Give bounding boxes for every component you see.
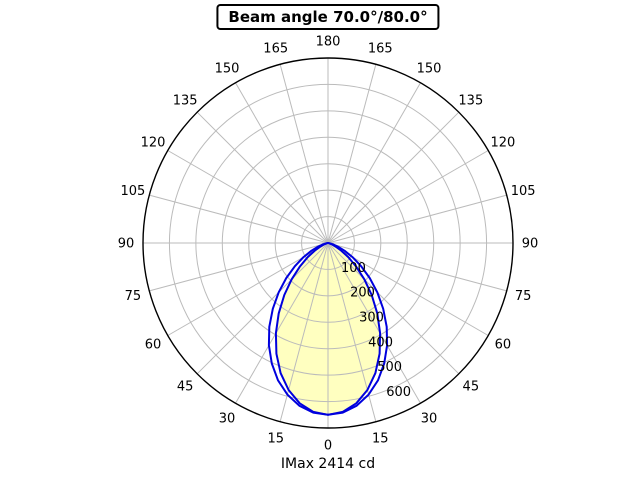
radial-tick-label: 600 [386, 385, 411, 400]
angle-tick-label: 15 [267, 432, 284, 447]
angle-tick-label: 150 [215, 62, 240, 77]
angle-tick-label: 30 [219, 411, 236, 426]
grid-spoke [327, 242, 460, 375]
grid-spoke [235, 242, 329, 404]
angle-tick-label: 90 [118, 237, 135, 252]
chart-title: Beam angle 70.0°/80.0° [216, 4, 440, 30]
angle-tick-label: 150 [417, 62, 442, 77]
angle-tick-label: 90 [522, 237, 539, 252]
grid-spoke [279, 64, 329, 244]
angle-tick-label: 60 [495, 338, 512, 353]
grid-spoke [235, 82, 329, 244]
angle-tick-label: 165 [368, 41, 393, 56]
angle-tick-label: 45 [177, 379, 194, 394]
grid-spoke [279, 242, 329, 422]
angle-tick-label: 135 [173, 94, 198, 109]
grid-spoke [327, 82, 421, 244]
angle-tick-label: 180 [316, 35, 341, 50]
angle-tick-label: 30 [421, 411, 438, 426]
grid-spoke [327, 242, 377, 422]
grid-spoke [327, 64, 377, 244]
angle-tick-label: 120 [141, 136, 166, 151]
grid-spoke [149, 242, 329, 292]
angle-tick-label: 45 [463, 379, 480, 394]
grid-spoke [196, 242, 329, 375]
angle-tick-label: 60 [145, 338, 162, 353]
grid-spoke [327, 194, 507, 244]
intensity-curve-1 [267, 242, 389, 416]
grid-spoke [327, 242, 507, 292]
angle-tick-label: 165 [263, 41, 288, 56]
angle-tick-label: 105 [120, 184, 145, 199]
angle-tick-label: 105 [511, 184, 536, 199]
grid-spoke [196, 111, 329, 244]
radial-tick-label: 400 [368, 335, 393, 350]
angle-tick-label: 0 [324, 439, 332, 454]
grid-spoke [327, 242, 421, 404]
grid-spoke [327, 150, 489, 244]
imax-caption: IMax 2414 cd [280, 456, 376, 472]
angle-tick-label: 75 [515, 289, 532, 304]
angle-tick-label: 75 [125, 289, 142, 304]
radial-tick-label: 500 [377, 360, 402, 375]
grid-spoke [327, 111, 460, 244]
grid-spoke [167, 150, 329, 244]
angle-tick-label: 15 [372, 432, 389, 447]
radial-tick-label: 300 [359, 311, 384, 326]
angle-tick-label: 135 [458, 94, 483, 109]
radial-tick-label: 100 [341, 261, 366, 276]
grid-spoke [149, 194, 329, 244]
outer-circle [142, 57, 514, 429]
radial-tick-label: 200 [350, 286, 375, 301]
angle-tick-label: 120 [491, 136, 516, 151]
